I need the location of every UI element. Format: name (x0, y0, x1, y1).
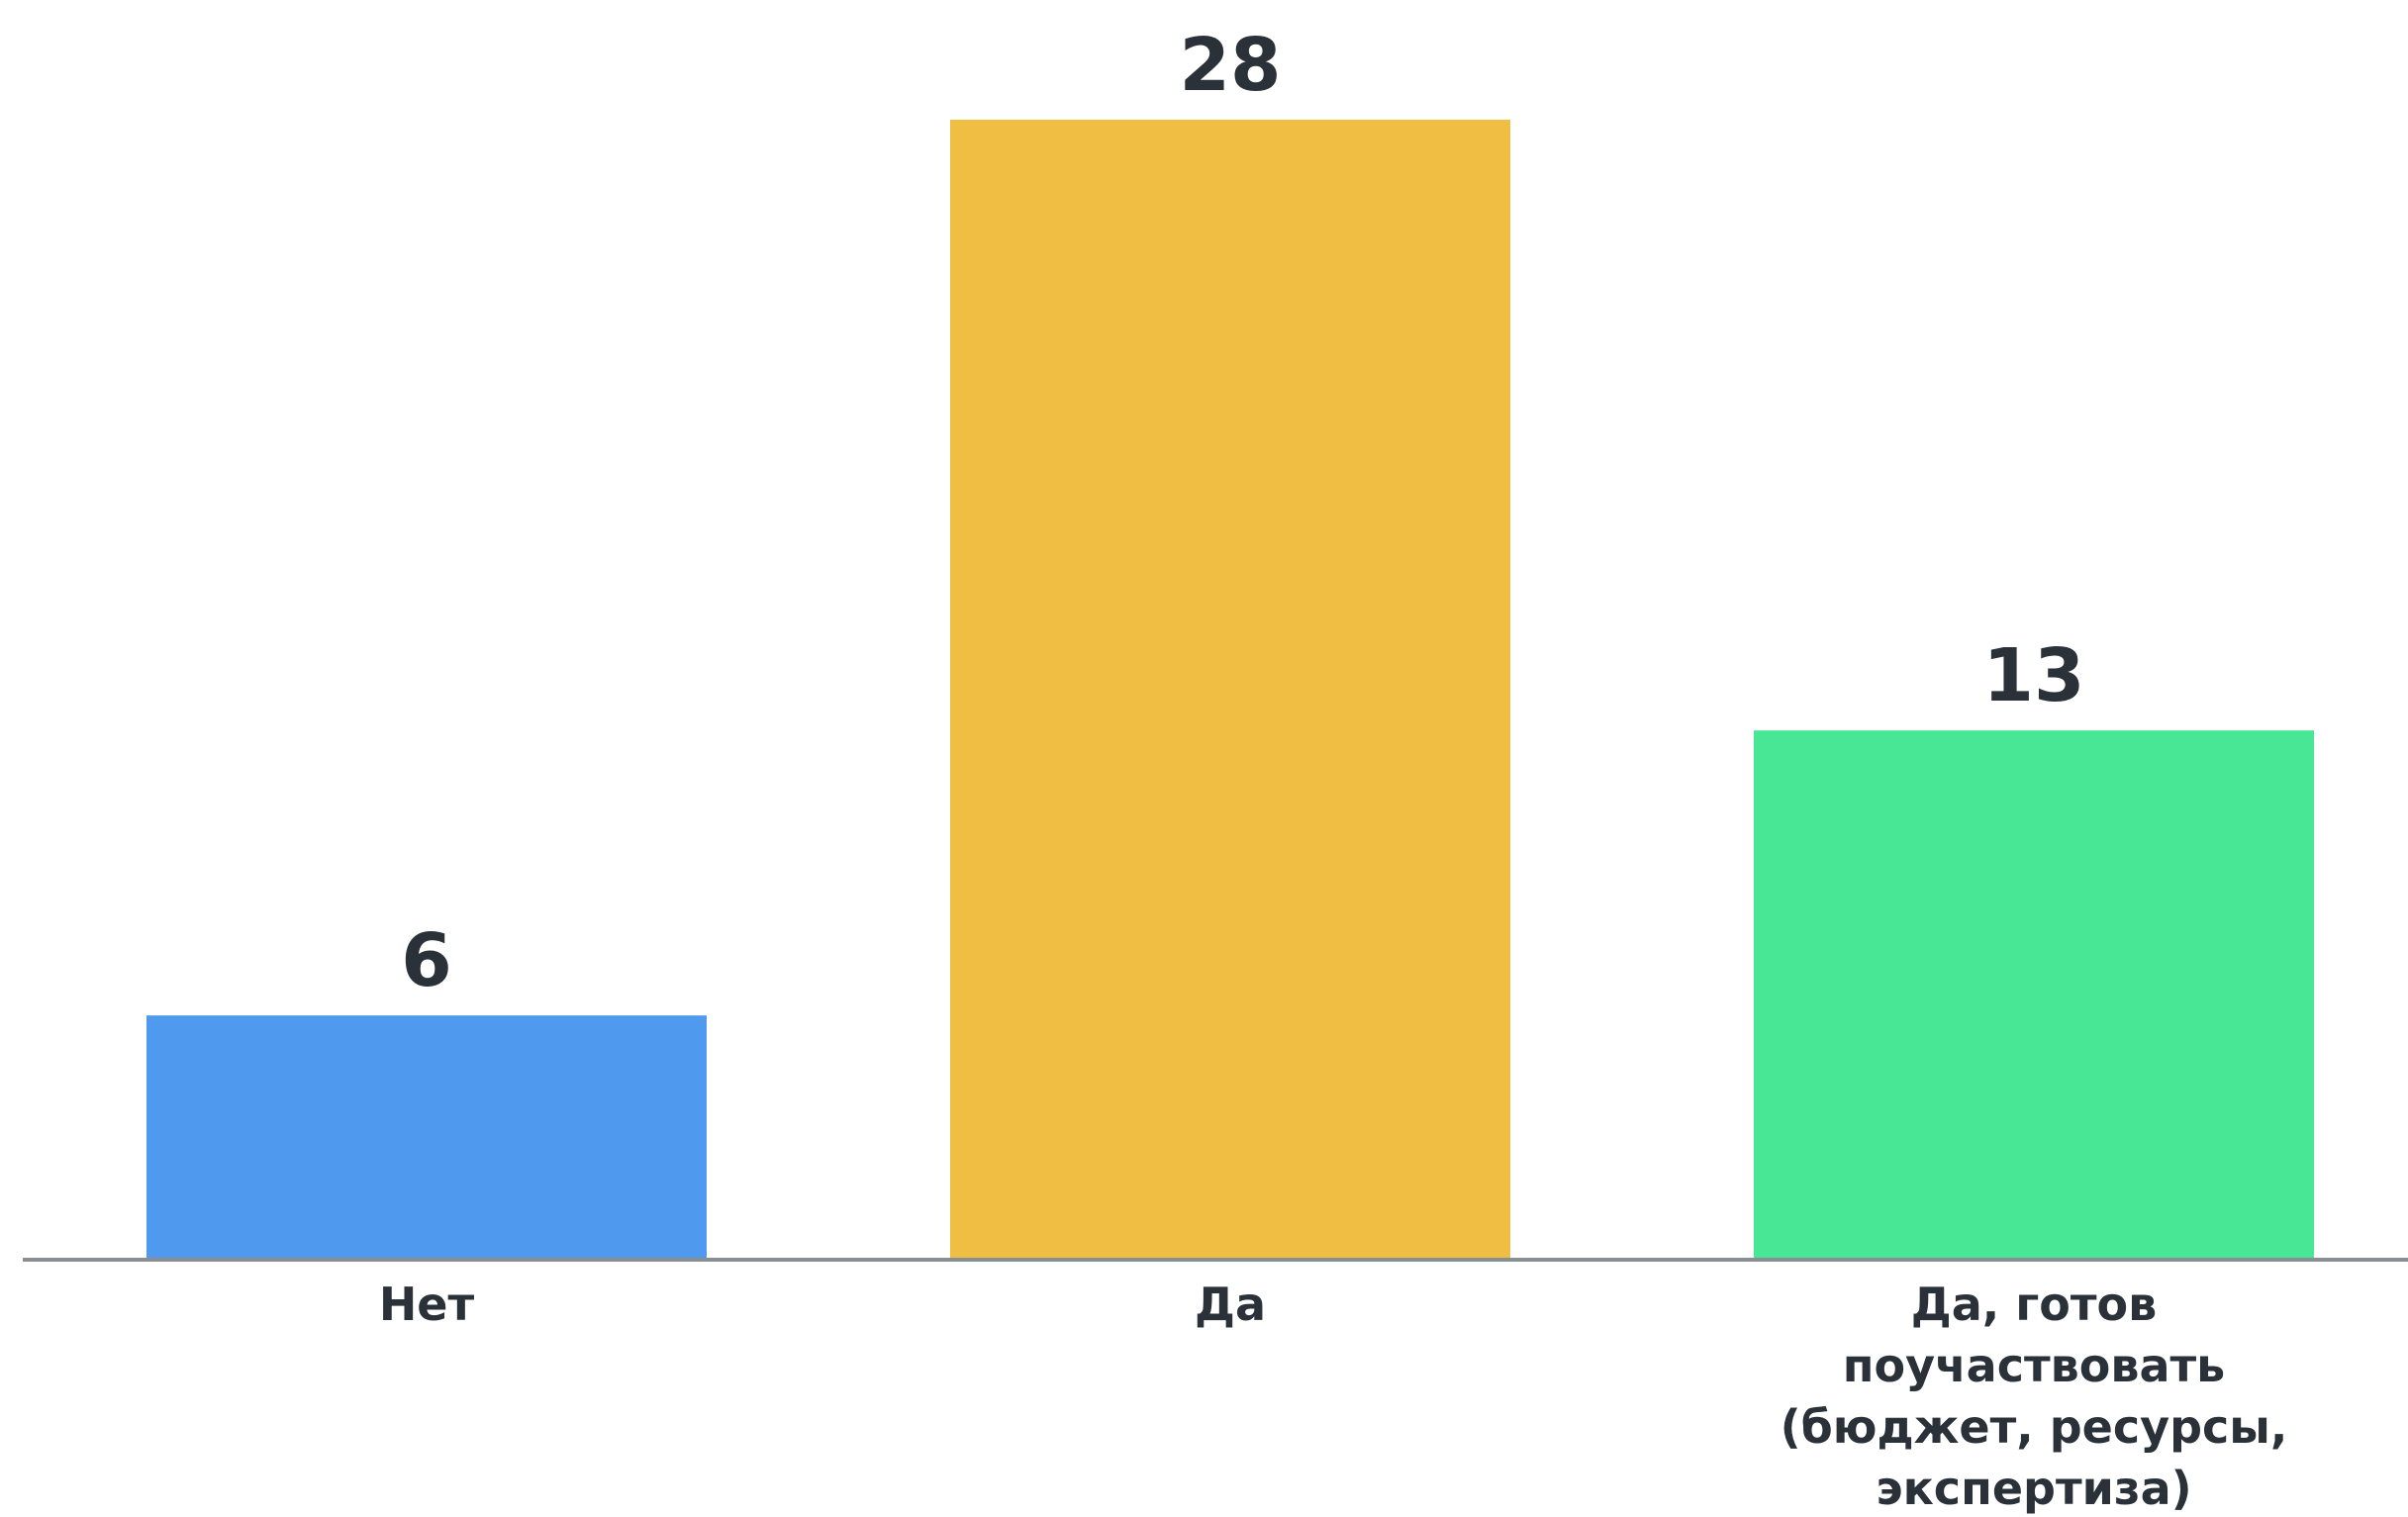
category-label-line: Да, готов (1911, 1278, 2158, 1331)
value-label-0: 6 (401, 918, 452, 1003)
bar-0 (146, 1015, 707, 1260)
category-label-line: (бюджет, ресурсы, (1781, 1400, 2288, 1454)
category-label-line: поучаствовать (1843, 1339, 2226, 1392)
category-label-2: Да, готов поучаствовать (бюджет, ресурсы, э… (1781, 1278, 2288, 1515)
value-labels-layer: 6 28 13 (401, 23, 2084, 1003)
category-label-line: экспертиза) (1876, 1462, 2191, 1515)
bar-1 (950, 120, 1510, 1260)
category-label-line: Нет (379, 1278, 475, 1331)
category-labels-layer: Нет Да Да, готов поучаствовать (бюджет, ресу… (379, 1278, 2288, 1515)
value-label-2: 13 (1983, 633, 2085, 718)
value-label-1: 28 (1180, 23, 1282, 108)
category-label-1: Да (1195, 1278, 1266, 1331)
category-label-line: Да (1195, 1278, 1266, 1331)
bar-2 (1754, 730, 2314, 1260)
bars-layer (146, 120, 2314, 1260)
category-label-0: Нет (379, 1278, 475, 1331)
